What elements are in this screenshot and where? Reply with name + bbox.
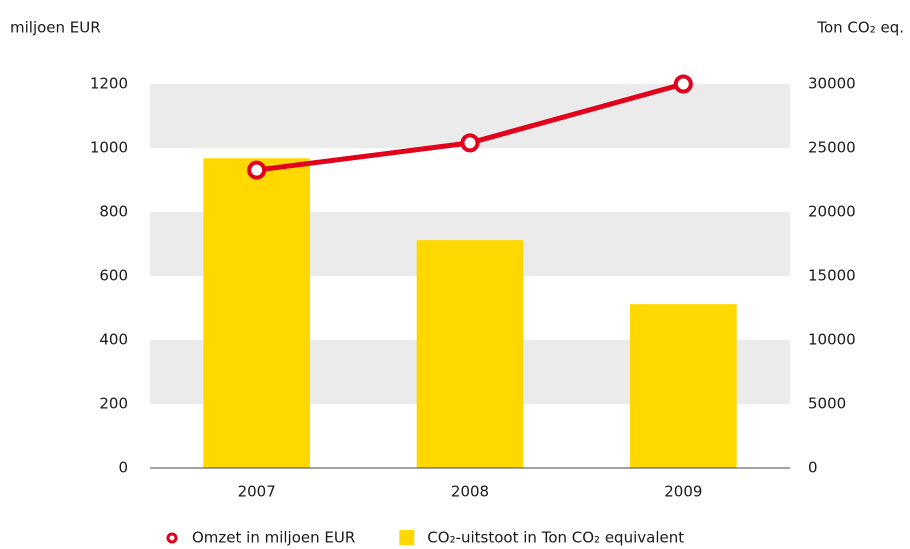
bar xyxy=(630,304,737,468)
line-marker xyxy=(247,160,267,180)
y-tick-label: 0 xyxy=(118,459,128,477)
y2-tick-label: 0 xyxy=(808,459,818,477)
y2-tick-label: 15000 xyxy=(808,267,856,285)
bar xyxy=(416,240,524,468)
y-tick-label: 400 xyxy=(99,331,128,349)
x-tick-label: 2009 xyxy=(664,483,702,501)
legend-label: Omzet in miljoen EUR xyxy=(192,529,355,547)
y2-tick-label: 30000 xyxy=(808,75,856,93)
y2-tick-label: 10000 xyxy=(808,331,856,349)
legend-label: CO₂-uitstoot in Ton CO₂ equivalent xyxy=(427,529,684,547)
y-tick-label: 600 xyxy=(99,267,128,285)
x-tick-label: 2008 xyxy=(451,483,489,501)
y2-axis-title: Ton CO₂ eq. xyxy=(816,19,904,37)
x-tick-label: 2007 xyxy=(238,483,276,501)
line-marker xyxy=(673,74,693,94)
legend-marker xyxy=(166,532,178,544)
y-tick-label: 1200 xyxy=(90,75,128,93)
legend-marker xyxy=(399,530,415,545)
line-marker xyxy=(460,133,480,153)
bar xyxy=(203,158,310,469)
y2-tick-label: 20000 xyxy=(808,203,856,221)
y-tick-label: 1000 xyxy=(90,139,128,157)
y2-tick-label: 5000 xyxy=(808,395,846,413)
y-tick-label: 200 xyxy=(99,395,128,413)
y2-tick-label: 25000 xyxy=(808,139,856,157)
y-tick-label: 800 xyxy=(99,203,128,221)
y-axis-title: miljoen EUR xyxy=(10,19,101,37)
